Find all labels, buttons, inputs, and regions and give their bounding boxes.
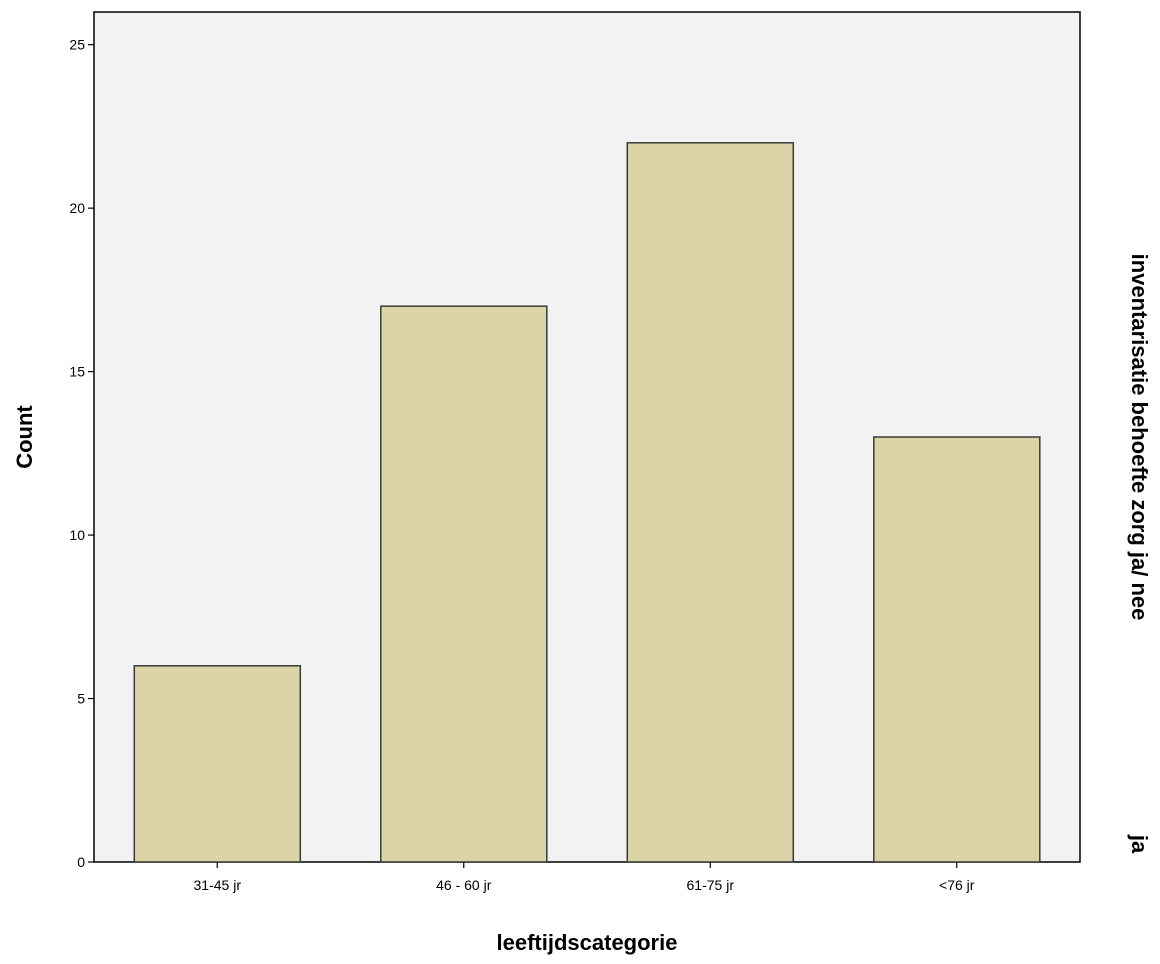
panel-variable-label: inventarisatie behoefte zorg ja/ nee	[1127, 254, 1152, 621]
y-axis-title: Count	[12, 405, 37, 469]
y-axis: 0 5 10 15 20 25	[69, 37, 94, 870]
x-tick-label: 31-45 jr	[194, 877, 242, 893]
bars-layer	[133, 142, 1041, 863]
x-tick-label: <76 jr	[939, 877, 975, 893]
x-tick-label: 46 - 60 jr	[436, 877, 492, 893]
y-tick-label: 20	[69, 200, 85, 216]
bar-4	[873, 436, 1041, 863]
bar-1	[133, 665, 302, 863]
bar-3	[626, 142, 795, 863]
panel-value-label: ja	[1127, 834, 1152, 854]
bar-2	[380, 305, 548, 863]
y-tick-label: 5	[77, 691, 85, 707]
x-axis-title: leeftijdscategorie	[497, 930, 678, 955]
y-tick-label: 0	[77, 854, 85, 870]
y-tick-label: 10	[69, 527, 85, 543]
x-axis: 31-45 jr 46 - 60 jr 61-75 jr <76 jr	[194, 862, 975, 893]
x-tick-label: 61-75 jr	[687, 877, 735, 893]
y-tick-label: 15	[69, 364, 85, 380]
y-tick-label: 25	[69, 37, 85, 53]
